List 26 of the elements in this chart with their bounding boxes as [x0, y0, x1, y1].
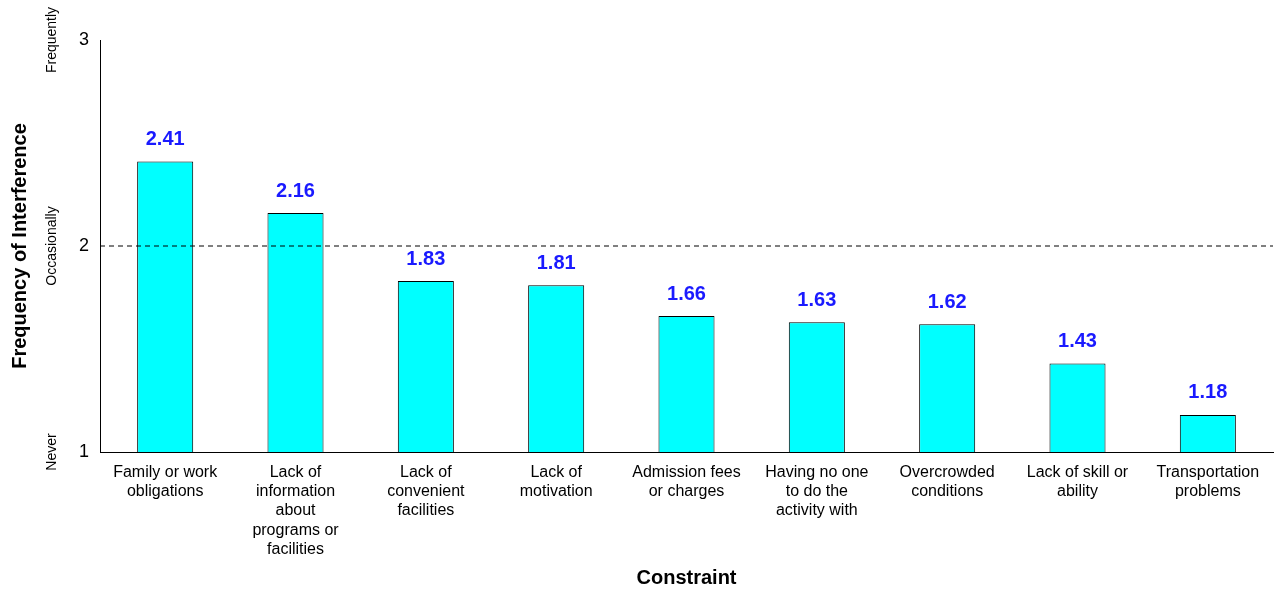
x-tick-label: Lack of information about programs or facilities — [252, 463, 340, 557]
x-axis-title: Constraint — [636, 565, 737, 588]
data-label: 1.62 — [927, 289, 967, 312]
data-label: 1.83 — [406, 246, 446, 269]
x-tick-label: Lack of skill or ability — [1026, 463, 1129, 500]
y-tick-label: 3 — [79, 28, 90, 49]
data-label: 1.66 — [667, 281, 706, 304]
x-tick-label: Having no one to do the activity with — [765, 463, 869, 519]
x-tick-label: Transportation problems — [1156, 463, 1260, 500]
text: Frequently — [42, 6, 59, 74]
y-tick-label: 1 — [79, 440, 90, 461]
data-label: 1.63 — [797, 287, 837, 310]
text: Never — [42, 433, 59, 471]
x-tick-label: Lack of motivation — [519, 463, 593, 500]
data-label: 2.16 — [276, 178, 315, 201]
x-tick-label: Admission fees or charges — [632, 463, 741, 500]
text: Occasionally — [42, 206, 59, 286]
data-label: 1.18 — [1188, 380, 1228, 403]
x-tick-label: Overcrowded conditions — [899, 463, 995, 500]
data-label: 2.41 — [145, 127, 185, 150]
data-label: 1.43 — [1058, 328, 1097, 351]
data-label: 1.81 — [536, 250, 576, 273]
y-axis-title: Frequency of Interference — [7, 123, 30, 369]
x-tick-label: Lack of convenient facilities — [387, 463, 466, 519]
y-tick-label: 2 — [79, 234, 90, 255]
x-tick-label: Family or work obligations — [113, 463, 219, 500]
